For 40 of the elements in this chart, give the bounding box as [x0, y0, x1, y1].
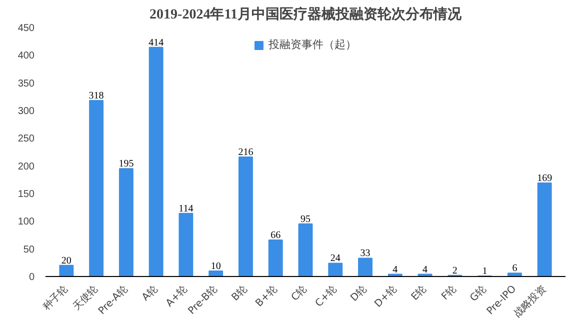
- x-tick-label: B轮: [229, 282, 250, 304]
- y-tick-label: 250: [18, 134, 35, 145]
- y-tick-label: 350: [18, 78, 35, 90]
- x-tick-label: C+轮: [312, 282, 340, 310]
- data-label: 114: [178, 203, 194, 214]
- data-label: 24: [330, 253, 340, 264]
- data-label: 414: [148, 37, 164, 48]
- x-tick-label: D轮: [348, 282, 370, 304]
- data-label: 216: [238, 146, 254, 158]
- x-tick-label: B+轮: [253, 282, 280, 310]
- x-tick-label: 种子轮: [40, 282, 70, 313]
- legend-label: 投融资事件（起）: [268, 37, 356, 52]
- data-label: 66: [270, 230, 281, 241]
- y-tick-label: 0: [28, 272, 35, 283]
- y-tick-label: 100: [18, 216, 35, 228]
- data-label: 95: [300, 214, 310, 225]
- data-label: 6: [512, 263, 518, 274]
- y-tick-label: 450: [18, 23, 35, 34]
- data-label: 1: [482, 266, 488, 277]
- y-tick-label: 200: [18, 161, 35, 172]
- chart-title: 2019-2024年11月中国医疗器械投融资轮次分布情况: [150, 6, 462, 22]
- y-tick-label: 300: [18, 106, 35, 117]
- data-label: 20: [61, 255, 72, 266]
- data-label: 169: [537, 172, 552, 184]
- x-tick-label: D+轮: [372, 282, 400, 310]
- data-label: 4: [392, 264, 398, 276]
- x-tick-label: E轮: [408, 282, 429, 303]
- data-label: 195: [118, 158, 134, 170]
- y-tick-label: 50: [23, 244, 35, 256]
- x-tick-label: A轮: [140, 282, 160, 304]
- x-tick-label: G轮: [468, 282, 489, 304]
- data-label: 10: [210, 260, 221, 272]
- data-label: 318: [88, 90, 104, 102]
- data-label: 2: [452, 265, 458, 276]
- x-tick-label: F轮: [439, 282, 459, 303]
- y-tick-label: 400: [18, 50, 35, 62]
- y-tick-label: 150: [18, 189, 35, 200]
- x-tick-label: C轮: [288, 282, 310, 304]
- data-label: 4: [422, 264, 428, 276]
- data-label: 33: [360, 248, 370, 260]
